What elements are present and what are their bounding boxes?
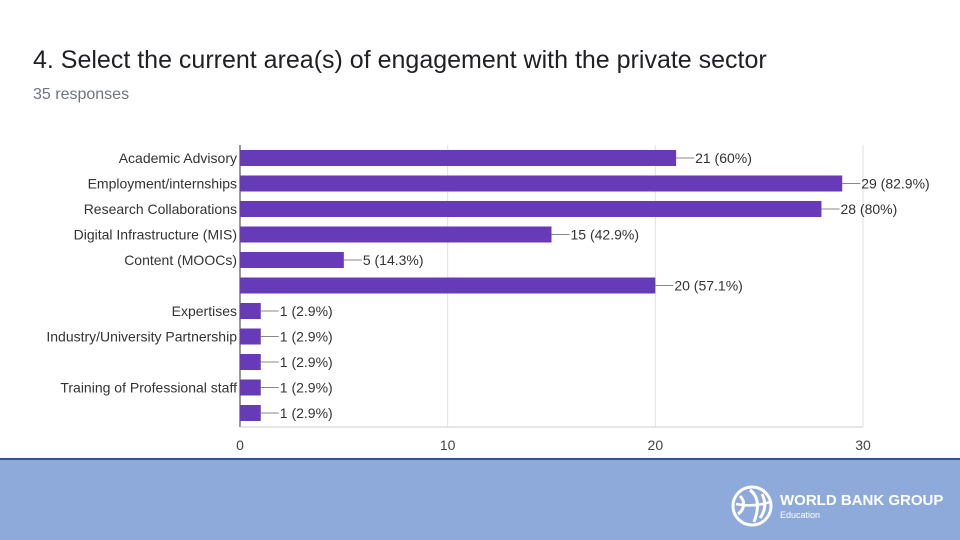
x-tick-label: 20 (648, 437, 664, 453)
footer-band: WORLD BANK GROUP Education (0, 458, 960, 540)
category-label: Industry/University Partnership (46, 329, 237, 345)
category-label: Training of Professional staff (60, 380, 237, 396)
bar-chart: 0 10 20 30 Academic Advisory 21 (60%) Employme… (46, 145, 930, 453)
data-label: 1 (2.9%) (280, 303, 333, 319)
logo-subtitle: Education (780, 510, 821, 520)
category-label: Expertises (172, 303, 237, 319)
data-label: 29 (82.9%) (861, 176, 929, 192)
bar (240, 379, 261, 396)
x-tick-label: 10 (440, 437, 456, 453)
data-label: 28 (80%) (840, 201, 897, 217)
category-label: Content (MOOCs) (124, 252, 237, 268)
x-tick-label: 0 (236, 437, 244, 453)
data-label: 1 (2.9%) (280, 405, 333, 421)
category-label: Employment/internships (88, 176, 237, 192)
bar (240, 252, 344, 268)
category-label: Research Collaborations (84, 201, 237, 217)
bar (240, 226, 552, 243)
response-count: 35 responses (33, 86, 130, 103)
data-label: 1 (2.9%) (280, 329, 333, 345)
x-tick-label: 30 (855, 437, 871, 453)
data-label: 5 (14.3%) (363, 252, 424, 268)
bar (240, 303, 261, 319)
bar (240, 328, 261, 345)
category-label: Digital Infrastructure (MIS) (74, 227, 237, 243)
bar (240, 201, 822, 217)
world-bank-logo: WORLD BANK GROUP Education (730, 484, 943, 528)
globe-icon (731, 485, 773, 527)
data-label: 1 (2.9%) (280, 380, 333, 396)
data-label: 21 (60%) (695, 150, 752, 166)
bar (240, 405, 261, 421)
bar (240, 277, 656, 294)
chart-title: 4. Select the current area(s) of engagem… (33, 46, 767, 74)
data-label: 1 (2.9%) (280, 354, 333, 370)
data-label: 15 (42.9%) (571, 227, 639, 243)
bar (240, 150, 677, 166)
bar (240, 175, 843, 192)
logo-name: WORLD BANK GROUP (780, 492, 944, 509)
data-label: 20 (57.1%) (674, 278, 742, 294)
category-label: Academic Advisory (119, 150, 237, 166)
bar (240, 354, 261, 370)
